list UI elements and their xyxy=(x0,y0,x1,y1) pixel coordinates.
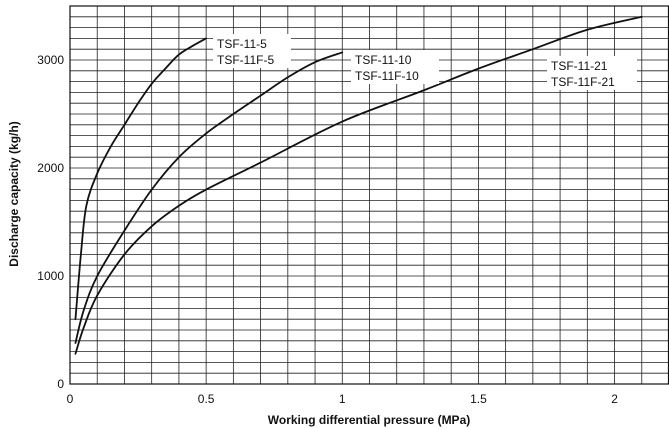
series-label-3-line-2: TSF-11F-21 xyxy=(551,75,615,89)
series-label-1-line-1: TSF-11-5 xyxy=(217,37,267,51)
x-tick-label: 1 xyxy=(339,392,346,406)
series-line-3 xyxy=(74,15,643,355)
series-labels: TSF-11-5 TSF-11F-5 TSF-11-10 TSF-11F-10 TSF-… xyxy=(213,34,637,90)
y-axis-title: Discharge capacity (kg/h) xyxy=(7,121,21,266)
series-label-background xyxy=(547,56,637,90)
x-tick-label: 0.5 xyxy=(198,392,215,406)
series-label-2-line-1: TSF-11-10 xyxy=(355,53,412,67)
x-tick-label: 0 xyxy=(67,392,74,406)
series-label-1-line-2: TSF-11F-5 xyxy=(217,53,274,67)
series-label-background xyxy=(213,34,291,68)
series-label-background xyxy=(351,50,439,84)
series-label-2-line-2: TSF-11F-10 xyxy=(355,69,419,83)
series-line-1 xyxy=(74,37,208,321)
series-line-2 xyxy=(74,51,344,344)
x-tick-label: 1.5 xyxy=(470,392,487,406)
series-lines xyxy=(74,15,643,355)
y-tick-label: 1000 xyxy=(37,269,64,283)
x-axis-title: Working differential pressure (MPa) xyxy=(268,413,470,427)
x-tick-label: 2 xyxy=(611,392,618,406)
series-label-3-line-1: TSF-11-21 xyxy=(551,59,608,73)
y-tick-label: 2000 xyxy=(37,161,64,175)
y-tick-label: 3000 xyxy=(37,53,64,67)
y-tick-label: 0 xyxy=(57,377,64,391)
tick-labels: 0 0.5 1 1.5 2 0 1000 2000 3000 xyxy=(37,53,618,406)
